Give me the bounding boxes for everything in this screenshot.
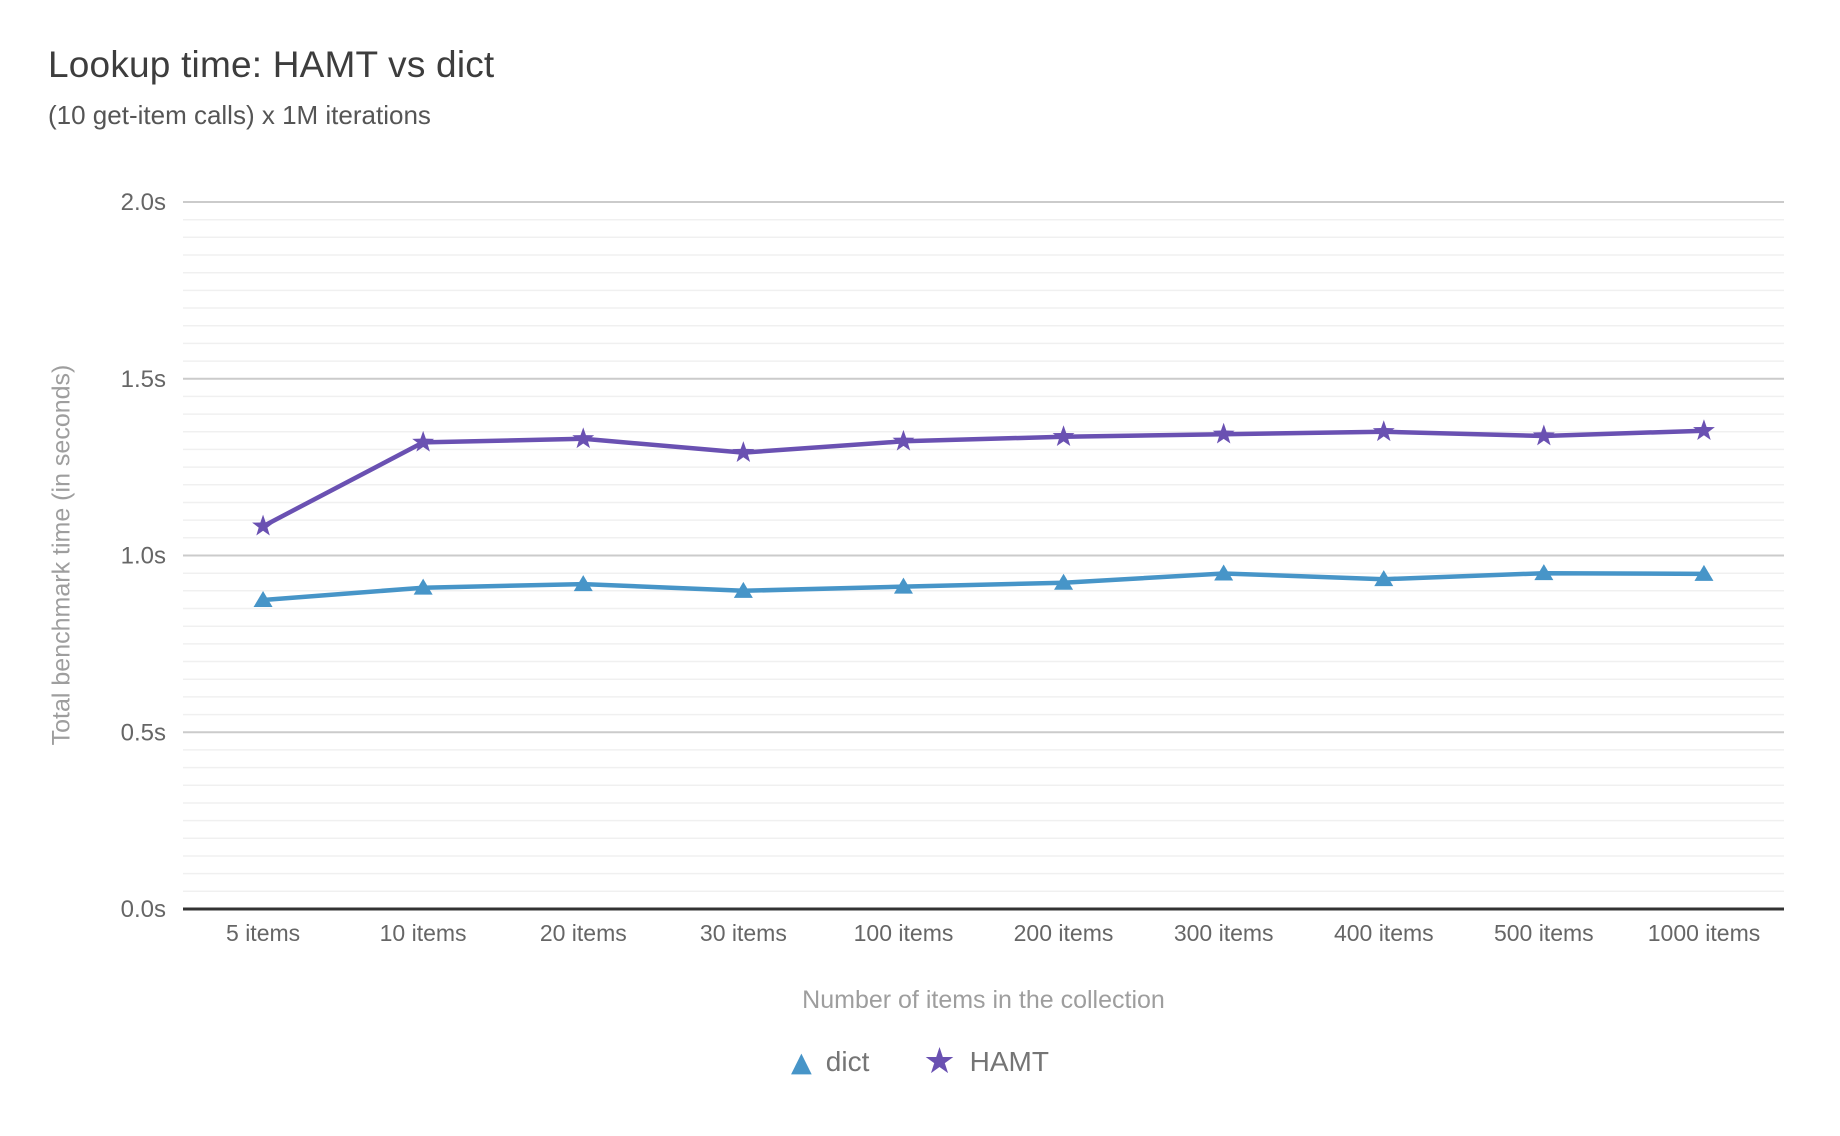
star-marker-icon: ★: [923, 1041, 956, 1082]
x-axis-title: Number of items in the collection: [802, 986, 1165, 1014]
legend-label: HAMT: [969, 1046, 1049, 1077]
chart-title: Lookup time: HAMT vs dict: [48, 44, 495, 85]
series-HAMT-markers: [252, 419, 1715, 536]
minor-gridlines: [183, 218, 1784, 893]
legend: ▲ dict ★ HAMT: [0, 1044, 1840, 1080]
triangle-marker-icon: [1054, 573, 1074, 590]
legend-label: dict: [825, 1046, 870, 1077]
x-tick-label: 400 items: [1334, 920, 1434, 946]
x-tick-label: 1000 items: [1648, 920, 1761, 946]
y-tick-label: 0.5s: [121, 719, 166, 746]
triangle-marker-icon: ▲: [791, 1046, 812, 1078]
x-tick-label: 100 items: [854, 920, 954, 946]
star-marker-icon: [1052, 425, 1075, 447]
y-tick-label: 0.0s: [121, 896, 166, 923]
triangle-marker-icon: [1694, 564, 1714, 581]
triangle-marker-icon: [1534, 564, 1554, 581]
star-marker-icon: [1693, 419, 1715, 441]
x-tick-label: 5 items: [226, 920, 300, 946]
series-HAMT-line: [260, 428, 1707, 529]
y-tick-labels: 0.0s 0.5s 1.0s 1.5s 2.0s: [121, 189, 166, 923]
x-tick-label: 200 items: [1014, 920, 1114, 946]
x-tick-label: 10 items: [380, 920, 467, 946]
star-marker-icon: [732, 441, 755, 462]
star-marker-icon: [1372, 420, 1395, 442]
series-dict-markers: [253, 564, 1714, 608]
y-tick-label: 1.0s: [121, 543, 166, 570]
y-tick-label: 1.5s: [121, 366, 166, 393]
x-tick-label: 300 items: [1174, 920, 1274, 946]
x-tick-labels: 5 items 10 items 20 items 30 items 100 items…: [226, 920, 1760, 946]
triangle-marker-icon: [413, 578, 433, 595]
triangle-marker-icon: [253, 591, 273, 608]
triangle-marker-icon: [1214, 564, 1234, 581]
star-marker-icon: [572, 427, 595, 449]
star-marker-icon: [252, 514, 274, 536]
legend-item-dict: ▲ dict: [791, 1046, 869, 1078]
legend-item-HAMT: ★ HAMT: [923, 1044, 1049, 1080]
y-axis-title: Total benchmark time (in seconds): [47, 364, 76, 746]
triangle-marker-icon: [573, 575, 593, 592]
star-marker-icon: [412, 430, 435, 452]
series-dict-line: [260, 570, 1707, 603]
x-tick-label: 20 items: [540, 920, 627, 946]
star-marker-icon: [1532, 424, 1555, 446]
triangle-marker-icon: [893, 577, 913, 594]
star-marker-icon: [892, 429, 915, 451]
triangle-marker-icon: [1374, 570, 1394, 587]
x-tick-label: 500 items: [1494, 920, 1594, 946]
major-gridlines: [183, 201, 1784, 734]
triangle-marker-icon: [733, 581, 753, 598]
star-marker-icon: [1212, 422, 1235, 444]
y-tick-label: 2.0s: [121, 189, 166, 216]
x-tick-label: 30 items: [700, 920, 787, 946]
chart-subtitle: (10 get-item calls) x 1M iterations: [48, 100, 431, 130]
